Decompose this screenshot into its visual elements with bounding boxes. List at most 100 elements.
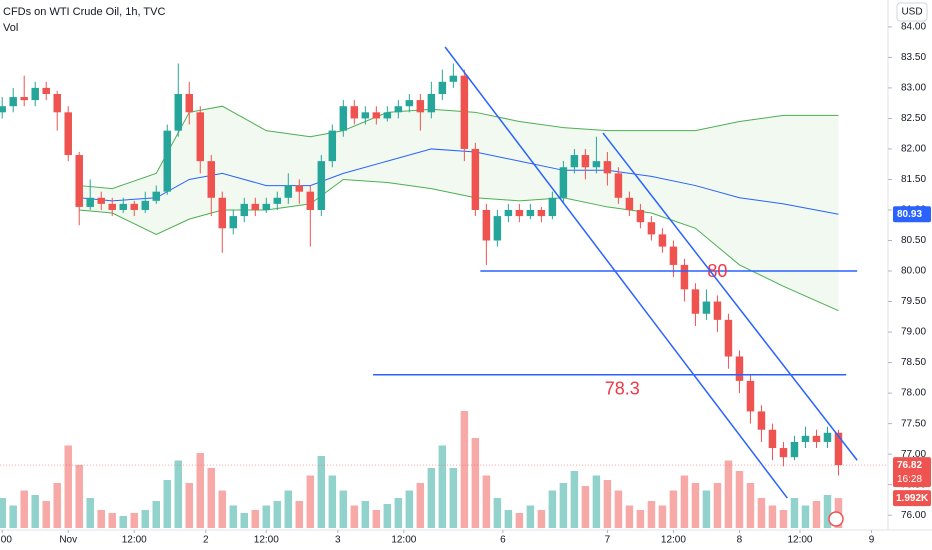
candle-body [185, 94, 194, 113]
volume-bar [768, 505, 777, 528]
volume-bar [361, 501, 370, 528]
candle-body [526, 209, 535, 217]
volume-bar [515, 513, 524, 528]
candle-body [229, 216, 238, 229]
candle-body [284, 185, 293, 198]
currency-box [896, 2, 928, 22]
candle-body [581, 155, 590, 168]
candle-body [812, 435, 821, 442]
candle-body [537, 209, 546, 217]
candle-body [0, 106, 6, 113]
candle-body [647, 222, 656, 235]
candle-body [328, 130, 337, 162]
candle-body [779, 448, 788, 458]
candle-body [262, 203, 271, 210]
y-tick-label: 77.00 [901, 449, 926, 460]
trend-line [602, 132, 858, 461]
candle-body [592, 161, 601, 168]
x-tick-label: 9 [869, 535, 875, 546]
y-tick-label: 79.00 [901, 327, 926, 338]
volume-bar [196, 453, 205, 528]
candle-body [240, 203, 249, 217]
volume-bar [108, 513, 116, 528]
x-tick-label: 7 [605, 535, 611, 546]
x-tick-label: 12:00 [787, 535, 812, 546]
volume-bar [75, 465, 83, 528]
candle-body [471, 148, 480, 210]
volume-bar [372, 510, 381, 528]
band-lower [79, 178, 839, 312]
volume-bar [394, 498, 403, 528]
volume-bar [9, 505, 17, 528]
candle-body [141, 200, 149, 210]
volume-bar [174, 460, 183, 528]
last-price-badge: 76.82 16:28 [893, 457, 931, 488]
candle-body [658, 234, 667, 247]
candle-body [636, 209, 645, 223]
x-tick-label: 8 [737, 535, 743, 546]
candle-body [834, 432, 843, 466]
volume-bar [405, 490, 414, 528]
volume-bar [504, 510, 513, 528]
volume-badge-box [893, 490, 931, 507]
candle-body [691, 289, 700, 314]
y-tick-label: 76.00 [901, 510, 926, 521]
volume-bar [702, 490, 711, 528]
volume-bar [603, 480, 612, 528]
volume-bar [812, 501, 821, 528]
candle-body [724, 319, 733, 357]
middle-band-badge: 80.93 [893, 206, 931, 223]
volume-bar [416, 483, 425, 528]
trend-line [444, 46, 788, 499]
volume-bar [64, 445, 72, 528]
volume-bar [438, 445, 447, 528]
volume-bar [86, 498, 94, 528]
level-label: 80 [707, 261, 727, 281]
volume-bar [141, 510, 149, 528]
volume-bar [625, 505, 634, 528]
candle-body [273, 197, 282, 204]
volume-bar [152, 501, 160, 528]
volume-bar [581, 486, 590, 528]
candle-body [559, 167, 568, 198]
time-axis-panel [0, 530, 888, 550]
candle-body [295, 185, 304, 192]
band-fill [79, 106, 839, 311]
candle-body [823, 432, 832, 442]
candle-body [570, 155, 579, 168]
candle-body [394, 106, 403, 113]
y-tick-label: 79.50 [901, 296, 926, 307]
y-tick-label: 81.50 [901, 174, 926, 185]
candle-body [438, 81, 447, 95]
chart-title: CFDs on WTI Crude Oil, 1h, TVC [3, 6, 165, 18]
volume-bar [207, 468, 216, 528]
volume-bar [570, 471, 579, 528]
candle-body [416, 100, 425, 113]
candle-body [251, 203, 260, 210]
volume-bar [251, 510, 260, 528]
last-price-value: 76.82 [897, 460, 922, 471]
candle-body [207, 161, 216, 198]
candle-body [504, 209, 513, 217]
volume-bar [493, 498, 502, 528]
candle-body [746, 380, 755, 412]
y-tick-label: 77.50 [901, 418, 926, 429]
volume-bar [647, 501, 656, 528]
candle-body [196, 112, 205, 162]
candle-body [757, 411, 766, 430]
candle-body [53, 94, 61, 113]
volume-bar [427, 468, 436, 528]
candle-body [548, 197, 557, 217]
volume-bar [801, 505, 810, 528]
x-tick-label: 12:00 [254, 535, 279, 546]
volume-bar [350, 505, 359, 528]
y-tick-label: 78.00 [901, 388, 926, 399]
x-tick-label: 2:00 [0, 535, 12, 546]
x-tick-label: Nov [59, 535, 77, 546]
y-tick-label: 83.50 [901, 52, 926, 63]
candle-body [64, 112, 72, 156]
volume-bar [42, 501, 50, 528]
x-tick-label: 12:00 [661, 535, 686, 546]
volume-bar [383, 504, 392, 528]
